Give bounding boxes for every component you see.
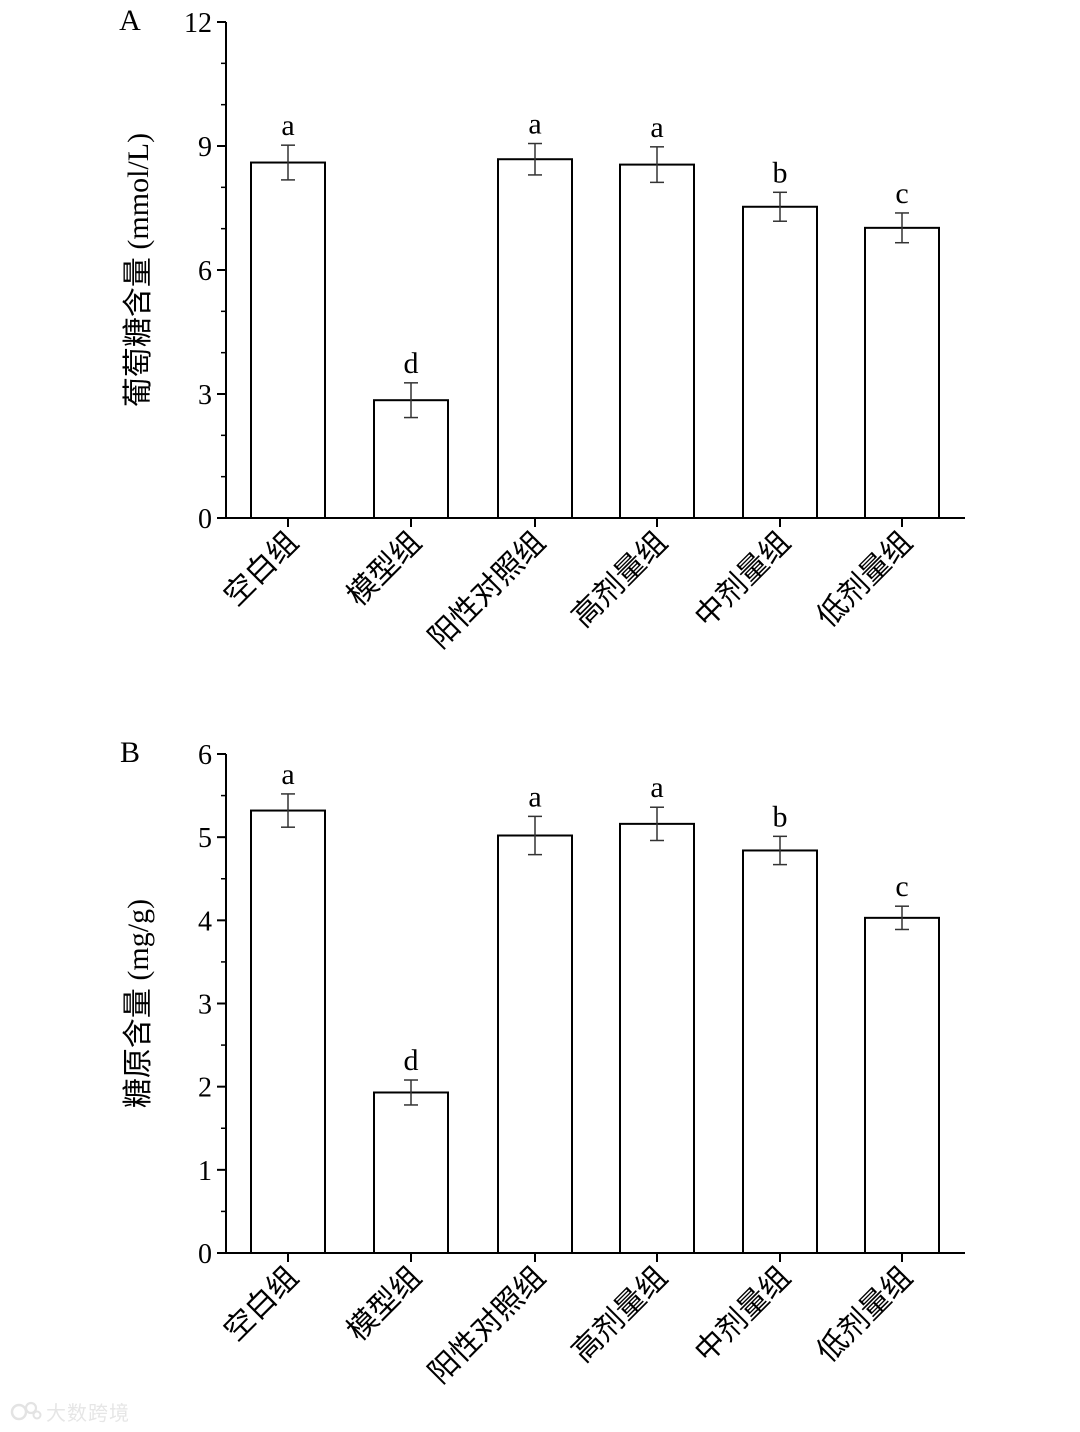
bar: [864, 916, 940, 1254]
chart-panel-b: B 0 1 2 3 4 5 6 糖原含量 (mg/g) a 空白组 d 模型组 a 阳性对照组 a 高剂量组 b 中…: [120, 736, 965, 1390]
y-tick-label: 12: [184, 8, 212, 39]
significance-label: c: [895, 870, 908, 903]
panel-label: A: [119, 4, 141, 37]
y-tick-label: 6: [198, 256, 212, 287]
bar: [250, 809, 326, 1254]
y-tick-label: 3: [198, 990, 212, 1021]
significance-label: a: [650, 111, 663, 144]
x-tick-label: 阳性对照组: [423, 1261, 552, 1390]
x-tick-label: 高剂量组: [566, 1261, 674, 1369]
x-tick-label: 低剂量组: [811, 1261, 919, 1369]
y-tick-label: 1: [198, 1156, 212, 1187]
bar: [864, 226, 940, 519]
significance-label: b: [773, 156, 788, 189]
bar: [619, 822, 695, 1254]
x-tick-label: 空白组: [218, 1261, 305, 1348]
y-tick-label: 0: [198, 504, 212, 535]
x-tick-label: 阳性对照组: [423, 526, 552, 655]
y-tick-label: 4: [198, 906, 212, 937]
significance-label: a: [528, 108, 541, 141]
x-tick-label: 模型组: [341, 526, 428, 613]
y-axis-label: 糖原含量 (mg/g): [122, 899, 155, 1108]
significance-label: a: [281, 109, 294, 142]
significance-label: d: [404, 347, 419, 380]
y-axis-label: 葡萄糖含量 (mmol/L): [122, 133, 155, 407]
watermark-text: 大数跨境: [46, 1401, 130, 1425]
y-tick-label: 5: [198, 823, 212, 854]
y-tick-label: 6: [198, 740, 212, 771]
bar: [497, 158, 573, 520]
x-tick-label: 空白组: [218, 526, 305, 613]
bar: [742, 849, 818, 1254]
watermark: 大数跨境: [10, 1397, 130, 1426]
chart-panel-a: A 0 3 6 9 12 葡萄糖含量 (mmol/L) a 空白组 d 模型组 a 阳性对照组 a 高剂量组…: [119, 4, 965, 655]
significance-label: c: [895, 177, 908, 210]
bar: [619, 163, 695, 519]
bar: [373, 1091, 449, 1254]
panel-label: B: [120, 736, 140, 769]
y-tick-label: 3: [198, 380, 212, 411]
bar: [497, 834, 573, 1255]
x-tick-label: 低剂量组: [811, 526, 919, 634]
significance-label: a: [281, 758, 294, 791]
watermark-logo-icon: [10, 1401, 42, 1420]
bar: [250, 161, 326, 520]
significance-label: b: [773, 800, 788, 833]
x-tick-label: 模型组: [341, 1261, 428, 1348]
significance-label: a: [528, 780, 541, 813]
x-tick-label: 高剂量组: [566, 526, 674, 634]
x-tick-label: 中剂量组: [689, 1261, 797, 1369]
y-tick-label: 0: [198, 1239, 212, 1270]
significance-label: d: [404, 1044, 419, 1077]
significance-label: a: [650, 771, 663, 804]
x-tick-label: 中剂量组: [689, 526, 797, 634]
bar: [742, 205, 818, 519]
y-tick-label: 2: [198, 1073, 212, 1104]
y-tick-label: 9: [198, 132, 212, 163]
